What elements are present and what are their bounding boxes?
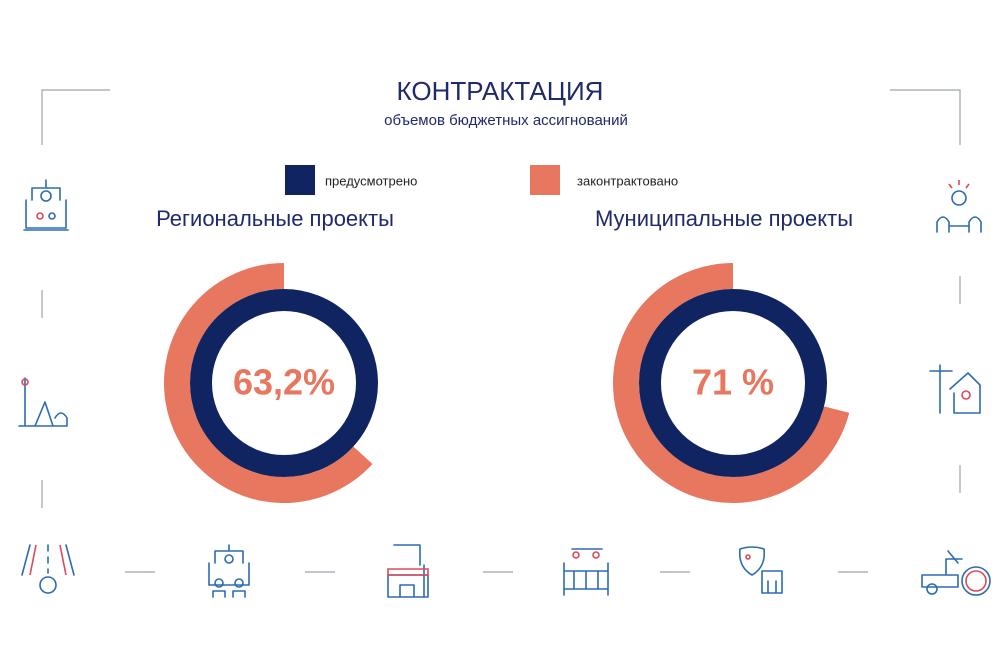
icons [18,179,991,598]
planned-ring [190,289,378,477]
charts: Региональные проекты 63,2% Муниципальные п… [156,206,853,504]
value-label: 63,2% [233,362,335,403]
chart-title: Региональные проекты [156,206,394,231]
chart-title: Муниципальные проекты [595,206,853,231]
legend-label: законтрактовано [577,173,678,188]
subtitle: объемов бюджетных ассигнований [384,112,628,129]
legend-swatch [285,165,315,195]
contracted-arc [164,263,373,503]
decoration [41,89,961,573]
legend-label: предусмотрено [325,173,417,188]
title: КОНТРАКТАЦИЯ [397,76,604,106]
planned-ring [639,289,827,477]
value-label: 71 % [692,362,774,403]
legend: предусмотрено законтрактовано [285,165,678,195]
legend-swatch [530,165,560,195]
